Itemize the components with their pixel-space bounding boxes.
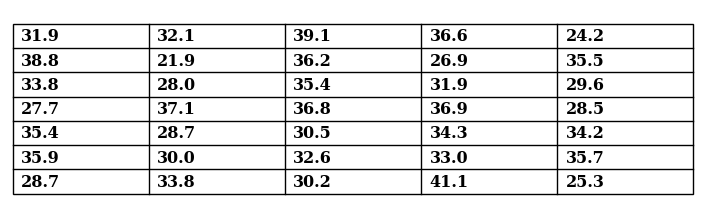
Text: 30.5: 30.5 (294, 125, 332, 142)
Text: 33.8: 33.8 (157, 173, 196, 190)
Text: 37.1: 37.1 (157, 101, 196, 118)
Text: 39.1: 39.1 (294, 28, 333, 45)
Text: 36.8: 36.8 (294, 101, 333, 118)
Text: 34.3: 34.3 (429, 125, 468, 142)
Text: 26.9: 26.9 (429, 52, 469, 69)
Text: 35.9: 35.9 (21, 149, 60, 166)
Text: 36.6: 36.6 (429, 28, 468, 45)
Text: 32.1: 32.1 (157, 28, 196, 45)
Text: 41.1: 41.1 (429, 173, 469, 190)
Text: 28.7: 28.7 (157, 125, 196, 142)
Text: 33.0: 33.0 (429, 149, 468, 166)
Text: 35.4: 35.4 (21, 125, 60, 142)
Text: 35.7: 35.7 (566, 149, 604, 166)
Text: 27.7: 27.7 (21, 101, 60, 118)
Text: 36.2: 36.2 (294, 52, 333, 69)
Text: 34.2: 34.2 (566, 125, 604, 142)
Text: 35.5: 35.5 (566, 52, 604, 69)
Text: 28.0: 28.0 (157, 76, 196, 93)
Text: 25.3: 25.3 (566, 173, 604, 190)
Text: 33.8: 33.8 (21, 76, 60, 93)
Text: 28.5: 28.5 (566, 101, 605, 118)
Text: 21.9: 21.9 (157, 52, 196, 69)
Text: 35.4: 35.4 (294, 76, 332, 93)
Text: 30.2: 30.2 (294, 173, 333, 190)
Text: 31.9: 31.9 (21, 28, 60, 45)
Text: 36.9: 36.9 (429, 101, 468, 118)
Text: 31.9: 31.9 (429, 76, 468, 93)
Bar (13, 24, 693, 194)
Text: 29.6: 29.6 (566, 76, 604, 93)
Text: 24.2: 24.2 (566, 28, 605, 45)
Text: 38.8: 38.8 (21, 52, 60, 69)
Text: 30.0: 30.0 (157, 149, 196, 166)
Text: 28.7: 28.7 (21, 173, 60, 190)
Text: 32.6: 32.6 (294, 149, 333, 166)
